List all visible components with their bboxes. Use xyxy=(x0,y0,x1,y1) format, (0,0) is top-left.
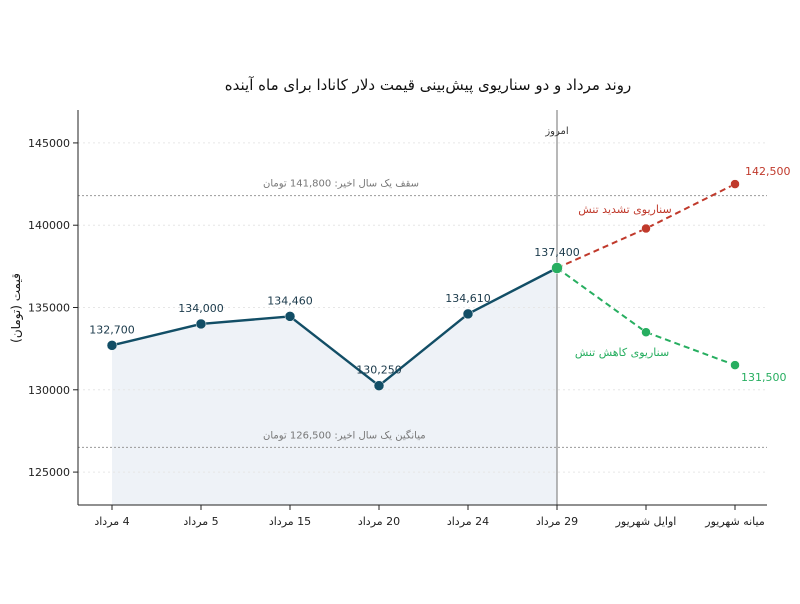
x-tick-label: 4 مرداد xyxy=(94,515,129,528)
labels-layer: سقف یک سال اخیر: 141,800 تومان میانگین یک… xyxy=(89,126,790,441)
data-point xyxy=(195,318,207,330)
x-tick-label: میانه شهریور xyxy=(704,515,765,528)
y-tick-label: 125000 xyxy=(28,466,70,479)
data-point xyxy=(284,311,296,322)
data-label: 132,700 xyxy=(89,323,135,336)
reference-line-label: میانگین یک سال اخیر: 126,500 تومان xyxy=(263,429,426,441)
series-line-0 xyxy=(111,266,558,387)
data-point xyxy=(373,380,385,391)
data-label: 134,460 xyxy=(267,294,313,307)
up-scenario-name-label: سناریوی تشدید تنش xyxy=(578,203,671,216)
x-tick-label: 5 مرداد xyxy=(183,515,218,528)
up-scenario-end-label: 142,500 xyxy=(745,165,791,178)
history-area xyxy=(112,268,557,505)
series-lines-layer xyxy=(111,183,736,387)
chart-title: روند مرداد و دو سناریوی پیش‌بینی قیمت دل… xyxy=(225,76,631,95)
reference-line-label: سقف یک سال اخیر: 141,800 تومان xyxy=(263,179,419,190)
data-point xyxy=(462,308,474,320)
data-point xyxy=(730,360,740,370)
x-tick-label: اوایل شهریور xyxy=(615,515,677,528)
today-marker-label: امروز xyxy=(544,126,568,137)
x-tick-label: 29 مرداد xyxy=(536,515,578,528)
x-tick-label: 24 مرداد xyxy=(447,515,489,528)
data-label: 130,250 xyxy=(356,364,402,377)
y-tick-label: 145000 xyxy=(28,137,70,150)
x-tick-label: 15 مرداد xyxy=(269,515,311,528)
axes-layer: 125000 130000 135000 140000 145000 4 مرداد 5 م… xyxy=(28,110,767,528)
data-label: 134,610 xyxy=(445,292,491,305)
grid-layer xyxy=(78,110,767,505)
x-tick-label: 20 مرداد xyxy=(358,515,400,528)
data-point xyxy=(730,179,740,189)
y-tick-label: 135000 xyxy=(28,302,70,315)
data-point xyxy=(641,327,651,337)
data-label: 134,000 xyxy=(178,302,224,315)
data-point xyxy=(641,223,651,234)
data-point xyxy=(106,340,118,351)
down-scenario-end-label: 131,500 xyxy=(741,371,787,384)
series-points-layer xyxy=(106,179,740,391)
data-point xyxy=(551,262,563,274)
series-line-1 xyxy=(556,183,736,269)
down-scenario-name-label: سناریوی کاهش تنش xyxy=(575,346,669,359)
history-area-layer xyxy=(112,268,557,505)
y-tick-label: 130000 xyxy=(28,384,70,397)
data-label: 137,400 xyxy=(534,246,580,259)
y-tick-label: 140000 xyxy=(28,219,70,232)
y-axis-label: قیمت (تومان) xyxy=(9,273,24,343)
series-line-2 xyxy=(556,267,736,367)
